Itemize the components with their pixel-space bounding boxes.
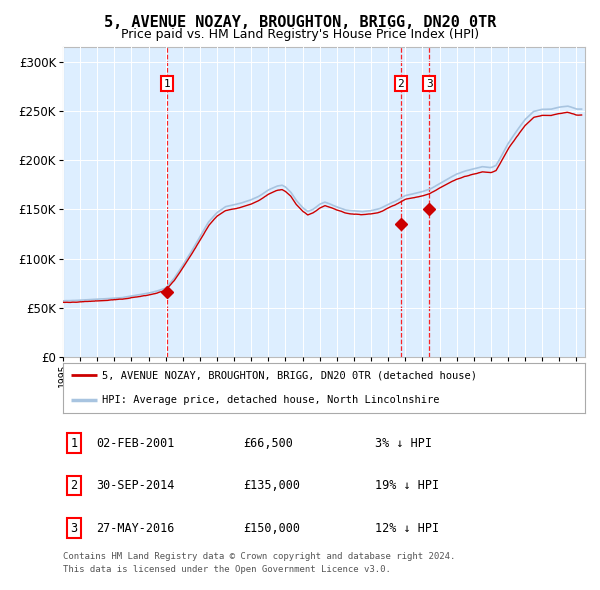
Text: 19% ↓ HPI: 19% ↓ HPI	[375, 479, 439, 492]
Text: 5, AVENUE NOZAY, BROUGHTON, BRIGG, DN20 0TR: 5, AVENUE NOZAY, BROUGHTON, BRIGG, DN20 …	[104, 15, 496, 30]
Text: 30-SEP-2014: 30-SEP-2014	[96, 479, 175, 492]
Text: 1: 1	[70, 437, 77, 450]
Text: 2: 2	[398, 78, 404, 88]
Text: 12% ↓ HPI: 12% ↓ HPI	[375, 522, 439, 535]
Text: 5, AVENUE NOZAY, BROUGHTON, BRIGG, DN20 0TR (detached house): 5, AVENUE NOZAY, BROUGHTON, BRIGG, DN20 …	[102, 371, 477, 381]
Text: Contains HM Land Registry data © Crown copyright and database right 2024.
This d: Contains HM Land Registry data © Crown c…	[63, 552, 455, 573]
Text: £66,500: £66,500	[243, 437, 293, 450]
Text: £150,000: £150,000	[243, 522, 300, 535]
Text: 1: 1	[164, 78, 170, 88]
Text: 3: 3	[70, 522, 77, 535]
Text: £135,000: £135,000	[243, 479, 300, 492]
Text: 3% ↓ HPI: 3% ↓ HPI	[375, 437, 432, 450]
Text: 3: 3	[426, 78, 433, 88]
Text: 2: 2	[70, 479, 77, 492]
Text: HPI: Average price, detached house, North Lincolnshire: HPI: Average price, detached house, Nort…	[102, 395, 440, 405]
Text: 02-FEB-2001: 02-FEB-2001	[96, 437, 175, 450]
Text: 27-MAY-2016: 27-MAY-2016	[96, 522, 175, 535]
Text: Price paid vs. HM Land Registry's House Price Index (HPI): Price paid vs. HM Land Registry's House …	[121, 28, 479, 41]
